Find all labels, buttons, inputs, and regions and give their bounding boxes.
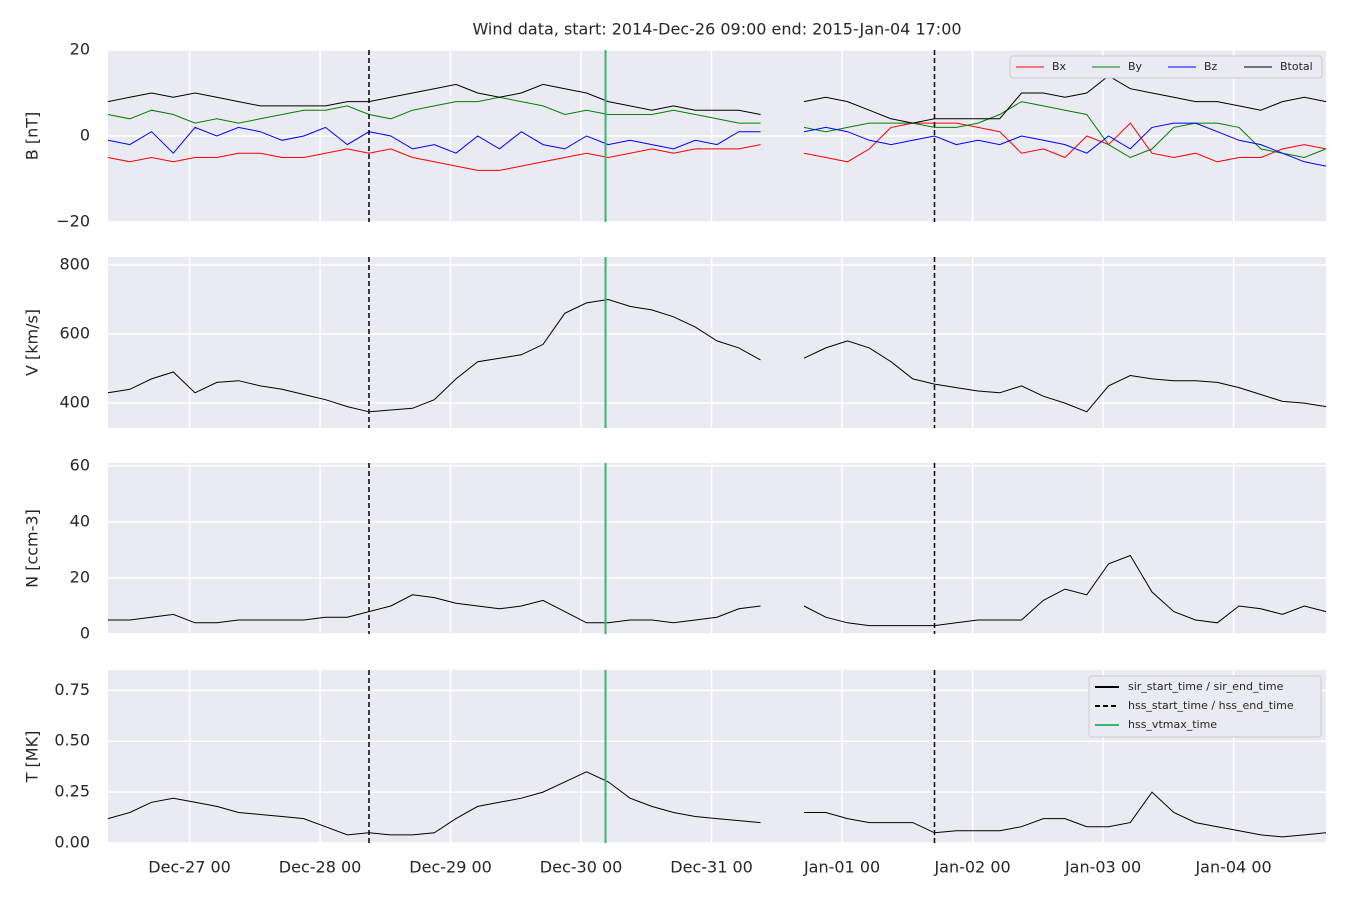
y-tick-label: 800 — [59, 254, 90, 273]
y-tick-label: 0.50 — [54, 731, 90, 750]
y-tick-label: 40 — [70, 511, 90, 530]
y-tick-label: 0 — [80, 126, 90, 145]
legend-label: Btotal — [1280, 60, 1313, 73]
plot-background — [108, 463, 1326, 634]
chart-title: Wind data, start: 2014-Dec-26 09:00 end:… — [472, 20, 961, 39]
legend-label: sir_start_time / sir_end_time — [1128, 680, 1284, 693]
x-tick-label: Jan-01 00 — [803, 858, 880, 877]
y-tick-label: −20 — [56, 212, 90, 231]
y-tick-label: 0.75 — [54, 680, 90, 699]
x-tick-label: Jan-02 00 — [933, 858, 1010, 877]
y-axis-label: B [nT] — [23, 112, 42, 160]
plot-background — [108, 257, 1326, 428]
y-tick-label: 20 — [70, 40, 90, 59]
legend-label: hss_start_time / hss_end_time — [1128, 699, 1294, 712]
y-tick-label: 60 — [70, 455, 90, 474]
legend-label: Bx — [1052, 60, 1067, 73]
x-tick-label: Dec-27 00 — [148, 858, 231, 877]
data-line — [107, 298, 1327, 413]
legend-box — [1088, 675, 1322, 738]
y-axis-label: V [km/s] — [23, 309, 42, 376]
y-tick-label: 0.25 — [54, 782, 90, 801]
y-axis-label: T [MK] — [23, 731, 42, 784]
legend-label: By — [1128, 60, 1143, 73]
data-line — [107, 122, 1327, 171]
y-axis-label: N [ccm-3] — [23, 509, 42, 588]
data-line — [107, 96, 1327, 159]
y-tick-label: 0 — [80, 624, 90, 643]
y-tick-label: 600 — [59, 324, 90, 343]
y-tick-label: 0.00 — [54, 833, 90, 852]
x-tick-label: Jan-04 00 — [1194, 858, 1271, 877]
x-tick-label: Dec-29 00 — [409, 858, 492, 877]
x-tick-label: Dec-28 00 — [279, 858, 362, 877]
data-line — [108, 554, 1327, 627]
legend-label: hss_vtmax_time — [1128, 718, 1217, 731]
x-tick-label: Dec-31 00 — [670, 858, 753, 877]
x-tick-label: Jan-03 00 — [1064, 858, 1141, 877]
legend-box — [1009, 55, 1323, 79]
legend-label: Bz — [1204, 60, 1218, 73]
x-tick-label: Dec-30 00 — [540, 858, 623, 877]
y-tick-label: 20 — [70, 567, 90, 586]
data-line — [107, 771, 1327, 838]
data-line — [107, 122, 1327, 167]
y-tick-label: 400 — [59, 393, 90, 412]
data-line — [107, 75, 1327, 124]
